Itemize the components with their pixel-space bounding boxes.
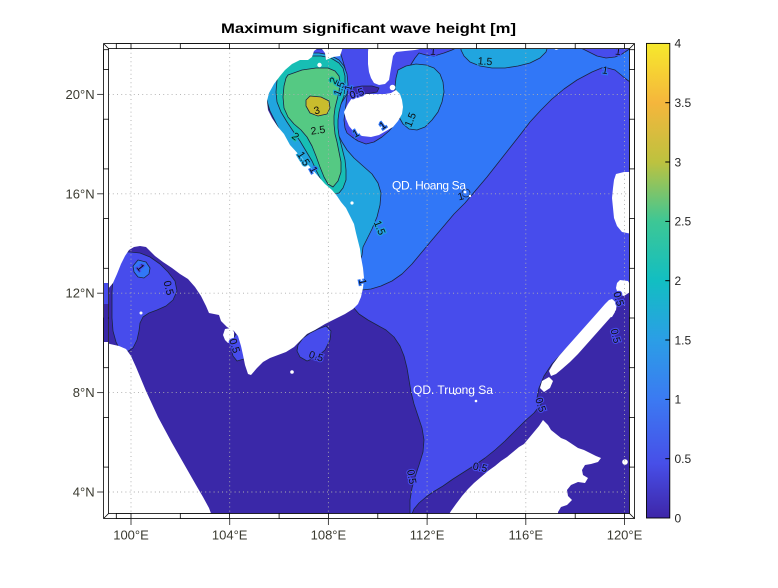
svg-text:3: 3	[313, 104, 322, 117]
svg-text:2.5: 2.5	[310, 124, 326, 138]
svg-text:12°N: 12°N	[66, 286, 95, 301]
svg-text:1: 1	[614, 45, 622, 58]
svg-text:8°N: 8°N	[73, 385, 95, 400]
svg-text:16°N: 16°N	[66, 186, 95, 201]
svg-text:Maximum significant wave heigh: Maximum significant wave height [m]	[221, 21, 516, 37]
svg-text:116°E: 116°E	[508, 528, 543, 543]
svg-text:0.5: 0.5	[608, 327, 623, 344]
svg-text:1: 1	[356, 278, 369, 286]
svg-text:0.5: 0.5	[404, 469, 418, 486]
svg-text:4: 4	[675, 37, 682, 51]
svg-text:1: 1	[342, 83, 355, 92]
svg-text:1.5: 1.5	[675, 333, 692, 347]
svg-text:1.5: 1.5	[477, 55, 493, 68]
svg-text:QD. Truong Sa: QD. Truong Sa	[413, 383, 493, 397]
svg-text:120°E: 120°E	[607, 528, 643, 543]
svg-text:QD. Hoang Sa: QD. Hoang Sa	[392, 179, 466, 193]
svg-text:0.5: 0.5	[307, 349, 325, 365]
svg-text:112°E: 112°E	[410, 528, 445, 543]
svg-text:0.5: 0.5	[226, 337, 242, 355]
svg-text:1: 1	[601, 64, 609, 77]
svg-text:0.5: 0.5	[675, 452, 692, 466]
svg-text:1: 1	[675, 393, 682, 407]
svg-text:0.5: 0.5	[472, 460, 489, 475]
svg-text:100°E: 100°E	[113, 528, 149, 543]
svg-text:20°N: 20°N	[66, 87, 95, 102]
svg-text:3: 3	[675, 155, 682, 169]
svg-text:108°E: 108°E	[311, 528, 347, 543]
svg-text:1: 1	[430, 46, 437, 58]
svg-text:0.5: 0.5	[610, 290, 626, 307]
svg-text:3.5: 3.5	[675, 96, 692, 110]
svg-text:2.5: 2.5	[675, 215, 692, 229]
svg-text:0.5: 0.5	[161, 279, 176, 296]
svg-text:104°E: 104°E	[212, 528, 248, 543]
svg-text:4°N: 4°N	[73, 485, 95, 500]
svg-text:0: 0	[675, 511, 682, 525]
svg-text:1: 1	[457, 190, 466, 203]
svg-text:0.5: 0.5	[348, 86, 366, 102]
svg-text:0.5: 0.5	[532, 396, 548, 414]
svg-text:2: 2	[675, 274, 682, 288]
